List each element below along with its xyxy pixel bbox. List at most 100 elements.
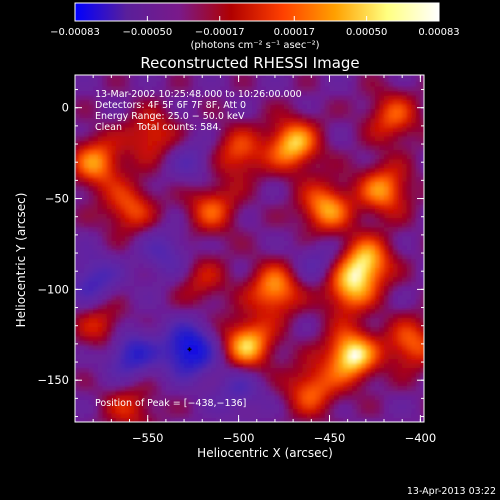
heatmap-cell bbox=[306, 290, 312, 296]
heatmap-cell bbox=[284, 285, 290, 291]
heatmap-cell bbox=[152, 85, 158, 92]
heatmap-cell bbox=[197, 276, 203, 282]
heatmap-cell bbox=[315, 263, 321, 269]
heatmap-cell bbox=[302, 399, 308, 405]
heatmap-cell bbox=[224, 335, 231, 341]
heatmap-cell bbox=[211, 126, 217, 132]
heatmap-cell bbox=[343, 367, 349, 373]
heatmap-cell bbox=[238, 203, 244, 210]
heatmap-cell bbox=[229, 249, 235, 255]
heatmap-cell bbox=[356, 399, 362, 405]
heatmap-cell bbox=[302, 217, 308, 223]
heatmap-cell bbox=[324, 104, 331, 110]
heatmap-cell bbox=[179, 222, 185, 228]
heatmap-cell bbox=[75, 267, 81, 273]
heatmap-cell bbox=[270, 231, 276, 237]
heatmap-cell bbox=[306, 240, 312, 246]
heatmap-cell bbox=[147, 276, 153, 282]
heatmap-cell bbox=[129, 244, 135, 251]
heatmap-cell bbox=[102, 108, 108, 114]
heatmap-cell bbox=[293, 294, 299, 300]
heatmap-cell bbox=[79, 244, 85, 251]
heatmap-cell bbox=[352, 85, 358, 92]
heatmap-cell bbox=[343, 131, 349, 137]
heatmap-cell bbox=[306, 117, 312, 123]
heatmap-cell bbox=[174, 253, 181, 260]
heatmap-cell bbox=[320, 194, 326, 201]
heatmap-cell bbox=[293, 176, 299, 182]
heatmap-cell bbox=[188, 299, 194, 305]
heatmap-cell bbox=[97, 135, 103, 142]
heatmap-cell bbox=[356, 113, 362, 119]
heatmap-cell bbox=[93, 94, 99, 101]
heatmap-cell bbox=[129, 113, 135, 119]
heatmap-cell bbox=[165, 217, 172, 223]
heatmap-cell bbox=[161, 122, 167, 128]
heatmap-cell bbox=[324, 199, 331, 205]
heatmap-cell bbox=[111, 213, 117, 219]
heatmap-cell bbox=[329, 181, 335, 187]
heatmap-cell bbox=[197, 340, 203, 346]
heatmap-cell bbox=[329, 213, 335, 219]
heatmap-cell bbox=[265, 190, 272, 196]
heatmap-cell bbox=[143, 176, 149, 182]
heatmap-cell bbox=[188, 312, 194, 319]
heatmap-cell bbox=[329, 75, 335, 78]
heatmap-cell bbox=[338, 222, 344, 228]
heatmap-cell bbox=[270, 272, 276, 278]
heatmap-cell bbox=[265, 285, 272, 291]
heatmap-cell bbox=[274, 167, 281, 173]
heatmap-cell bbox=[343, 126, 349, 132]
heatmap-cell bbox=[306, 222, 312, 228]
heatmap-cell bbox=[270, 276, 276, 282]
heatmap-cell bbox=[156, 104, 162, 110]
heatmap-cell bbox=[252, 367, 258, 373]
heatmap-cell bbox=[115, 299, 122, 305]
heatmap-cell bbox=[224, 203, 231, 210]
heatmap-cell bbox=[306, 158, 312, 164]
heatmap-cell bbox=[88, 290, 94, 296]
heatmap-cell bbox=[147, 158, 153, 164]
heatmap-cell bbox=[320, 258, 326, 264]
heatmap-cell bbox=[297, 76, 303, 82]
heatmap-cell bbox=[229, 290, 235, 296]
heatmap-cell bbox=[302, 281, 308, 287]
heatmap-cell bbox=[115, 154, 122, 160]
heatmap-cell bbox=[306, 399, 312, 405]
heatmap-cell bbox=[174, 126, 181, 132]
heatmap-cell bbox=[165, 90, 172, 96]
heatmap-cell bbox=[220, 290, 226, 296]
heatmap-cell bbox=[97, 94, 103, 101]
heatmap-cell bbox=[134, 372, 140, 378]
heatmap-cell bbox=[270, 267, 276, 273]
heatmap-cell bbox=[247, 240, 253, 246]
heatmap-cell bbox=[238, 104, 244, 110]
heatmap-cell bbox=[274, 76, 281, 82]
heatmap-cell bbox=[202, 362, 208, 369]
heatmap-cell bbox=[97, 285, 103, 291]
heatmap-cell bbox=[220, 344, 226, 350]
heatmap-cell bbox=[174, 81, 181, 87]
heatmap-cell bbox=[279, 203, 285, 210]
heatmap-cell bbox=[165, 85, 172, 92]
heatmap-cell bbox=[161, 213, 167, 219]
heatmap-cell bbox=[115, 303, 122, 310]
heatmap-cell bbox=[197, 75, 203, 78]
heatmap-cell bbox=[261, 244, 267, 251]
heatmap-cell bbox=[88, 235, 94, 241]
heatmap-cell bbox=[170, 244, 176, 251]
heatmap-cell bbox=[111, 75, 117, 78]
heatmap-cell bbox=[193, 308, 199, 314]
heatmap-cell bbox=[279, 113, 285, 119]
heatmap-cell bbox=[188, 203, 194, 210]
heatmap-cell bbox=[206, 331, 212, 337]
heatmap-cell bbox=[343, 244, 349, 251]
heatmap-cell bbox=[93, 303, 99, 310]
heatmap-cell bbox=[188, 222, 194, 228]
heatmap-cell bbox=[93, 349, 99, 355]
heatmap-cell bbox=[156, 208, 162, 214]
heatmap-cell bbox=[270, 94, 276, 101]
heatmap-cell bbox=[111, 226, 117, 232]
heatmap-cell bbox=[106, 75, 112, 78]
heatmap-cell bbox=[111, 372, 117, 378]
